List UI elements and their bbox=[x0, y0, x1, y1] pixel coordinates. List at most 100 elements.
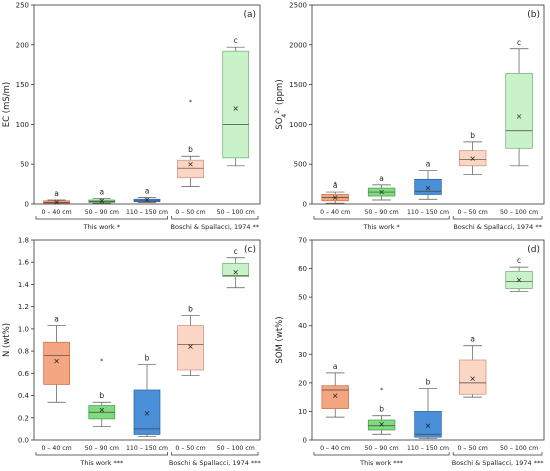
y-tick-label: 0.8 bbox=[18, 348, 29, 356]
group-label-stars: * bbox=[397, 223, 401, 231]
box-iqr bbox=[177, 325, 204, 371]
outlier-marker: * bbox=[100, 358, 103, 365]
category-label: 50 – 100 cm bbox=[500, 209, 538, 216]
significance-letter: c bbox=[234, 36, 238, 45]
y-axis-title: SOM (wt%) bbox=[275, 316, 285, 363]
mean-marker bbox=[188, 161, 193, 167]
outlier-marker: * bbox=[334, 181, 337, 188]
group-bracket-2: Boschi & Spallacci, 1974 ** bbox=[452, 216, 543, 231]
mean-marker bbox=[144, 411, 150, 416]
group-bracket-line bbox=[35, 216, 168, 220]
group-label-text: This work bbox=[83, 223, 117, 231]
y-tick-label: 2000 bbox=[289, 41, 307, 49]
box-1: a bbox=[43, 189, 70, 205]
significance-letter: a bbox=[54, 189, 59, 198]
mean-marker bbox=[470, 156, 475, 161]
significance-letter: c bbox=[517, 38, 521, 47]
y-tick-label: 60 bbox=[298, 265, 307, 273]
group-label-stars: ** bbox=[535, 223, 542, 231]
y-tick-label: 0.2 bbox=[18, 414, 29, 422]
box-iqr bbox=[222, 50, 250, 159]
group-label: Boschi & Spallacci, 1974 ** bbox=[453, 223, 542, 231]
box-iqr bbox=[414, 411, 442, 438]
category-label: 50 – 100 cm bbox=[500, 445, 538, 452]
group-bracket-1: This work * bbox=[313, 216, 450, 231]
group-bracket-line bbox=[452, 216, 543, 220]
group-label-text: Boschi & Spallacci, 1974 bbox=[452, 459, 534, 467]
mean-marker bbox=[425, 185, 431, 191]
mean-marker bbox=[425, 423, 431, 428]
mean-marker bbox=[54, 358, 59, 364]
box-3: a bbox=[414, 160, 442, 200]
group-label-text: This work bbox=[79, 459, 113, 467]
group-label: This work * bbox=[362, 223, 400, 231]
category-label: 0 – 50 cm bbox=[175, 445, 205, 452]
panel-letter: (d) bbox=[527, 245, 540, 255]
category-label: 110 – 150 cm bbox=[407, 445, 449, 452]
y-tick-label: 500 bbox=[294, 161, 307, 169]
group-label-stars: *** bbox=[251, 459, 261, 467]
y-axis-title-part: SO bbox=[275, 117, 285, 129]
group-bracket-line bbox=[35, 452, 168, 456]
panel-letter: (b) bbox=[527, 10, 540, 20]
y-tick-label: 0 bbox=[25, 201, 29, 209]
mean-marker bbox=[516, 114, 522, 119]
y-tick-label: 1000 bbox=[289, 121, 307, 129]
mean-marker bbox=[99, 407, 105, 413]
box-iqr bbox=[458, 359, 487, 395]
y-axis-title-part: 4 bbox=[281, 114, 288, 118]
mean-marker bbox=[233, 106, 238, 111]
mean-marker bbox=[99, 198, 105, 204]
box-iqr bbox=[505, 73, 533, 149]
y-tick-label: 0 bbox=[303, 201, 307, 209]
category-label: 50 – 90 cm bbox=[365, 445, 399, 452]
significance-letter: c bbox=[234, 247, 238, 256]
y-axis-title: N (wt%) bbox=[2, 323, 12, 357]
panel-3: 0.0 0.2 0.4 0.6 0.8 1.0 1.2 1.4 1.6 1.8 N (wt%) (c)… bbox=[2, 237, 261, 468]
mean-marker bbox=[470, 376, 475, 381]
panel-letter: (a) bbox=[243, 10, 256, 20]
box-1: a bbox=[43, 315, 70, 403]
group-bracket-line bbox=[313, 452, 450, 456]
y-tick-label: 1.6 bbox=[18, 259, 30, 267]
panel-letter: (c) bbox=[244, 245, 256, 255]
y-tick-label: 50 bbox=[298, 294, 307, 302]
significance-letter: b bbox=[99, 391, 104, 400]
group-bracket-line bbox=[313, 216, 450, 220]
y-axis-title-part: SOM (wt%) bbox=[275, 316, 285, 363]
box-5: c bbox=[505, 38, 533, 167]
category-label: 0 – 50 cm bbox=[175, 209, 205, 216]
group-label-stars: *** bbox=[114, 459, 125, 467]
mean-marker bbox=[188, 344, 193, 349]
box-4: a bbox=[458, 335, 487, 398]
y-axis-title-part: 2- bbox=[274, 108, 281, 114]
significance-letter: c bbox=[517, 256, 521, 265]
box-4: *b bbox=[177, 99, 204, 187]
group-label: This work *** bbox=[359, 459, 404, 467]
outlier-marker: * bbox=[380, 387, 383, 394]
y-tick-label: 1.0 bbox=[18, 325, 29, 333]
mean-marker bbox=[379, 422, 384, 427]
group-label-text: Boschi & Spallacci, 1974 bbox=[453, 223, 535, 231]
group-bracket-line bbox=[452, 452, 543, 456]
y-axis-title: SO42- (ppm) bbox=[274, 79, 288, 129]
group-label: Boschi & Spallacci, 1974 *** bbox=[169, 459, 262, 467]
box-iqr bbox=[367, 419, 396, 431]
mean-marker bbox=[379, 189, 384, 195]
category-label: 0 – 50 cm bbox=[458, 209, 488, 216]
y-tick-label: 20 bbox=[298, 379, 307, 387]
plot-frame bbox=[33, 239, 261, 441]
box-2: a bbox=[367, 174, 396, 201]
box-5: c bbox=[222, 247, 250, 289]
y-axis-title-part: EC (mS/m) bbox=[2, 82, 12, 127]
significance-letter: b bbox=[145, 353, 150, 362]
mean-marker bbox=[144, 197, 150, 203]
significance-letter: a bbox=[54, 315, 59, 324]
box-3: a bbox=[133, 187, 161, 203]
mean-marker bbox=[332, 195, 338, 200]
group-label: Boschi & Spallacci, 1974 *** bbox=[452, 459, 545, 467]
mean-marker bbox=[516, 277, 522, 283]
